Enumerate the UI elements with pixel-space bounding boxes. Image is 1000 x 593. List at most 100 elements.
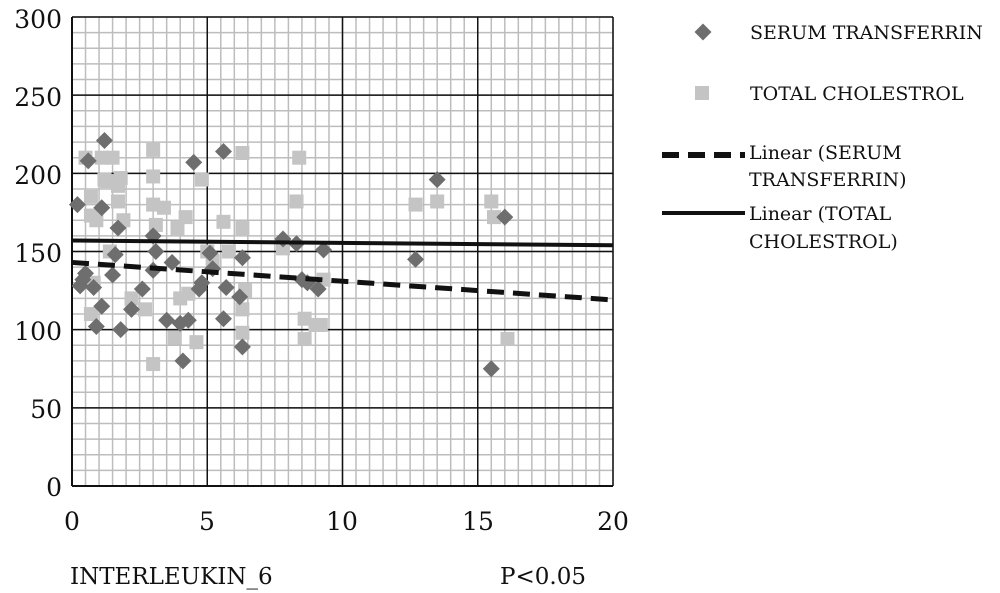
cholesterol-point [194, 172, 209, 187]
cholesterol-point [167, 330, 182, 345]
serum-transferrin-point [77, 264, 95, 282]
x-tick-labels: 0 5 10 15 20 [64, 507, 629, 536]
legend-label-cholesterol: TOTAL CHOLESTROL [750, 83, 964, 105]
serum-transferrin-point [87, 318, 105, 336]
legend: SERUM TRANSFERRIN TOTAL CHOLESTROL Linea… [662, 22, 983, 253]
y-tick-label: 150 [14, 239, 62, 268]
serum-transferrin-point [112, 321, 130, 339]
legend-label-serum: SERUM TRANSFERRIN [750, 22, 983, 44]
cholesterol-point [216, 214, 231, 229]
cholesterol-point [486, 210, 501, 225]
y-tick-label: 300 [14, 5, 62, 34]
cholesterol-point [105, 150, 120, 165]
cholesterol-point [297, 311, 312, 326]
cholesterol-point [189, 335, 204, 350]
x-tick-label: 0 [64, 507, 80, 536]
y-tick-label: 100 [14, 317, 62, 346]
serum-transferrin-point [185, 153, 203, 171]
serum-transferrin-point [109, 219, 127, 237]
serum-transferrin-point [93, 297, 111, 315]
cholesterol-point [297, 332, 312, 347]
cholesterol-point [124, 291, 139, 306]
cholesterol-point [178, 210, 193, 225]
serum-transferrin-point [407, 250, 425, 268]
cholesterol-point [235, 146, 250, 161]
serum-transferrin-point [214, 310, 232, 328]
trendline-serum-transferrin [71, 259, 614, 303]
y-tick-label: 50 [30, 395, 62, 424]
cholesterol-point [100, 174, 115, 189]
cholesterol-point [181, 286, 196, 301]
serum-transferrin-point [309, 280, 327, 298]
cholesterol-point [235, 221, 250, 236]
cholesterol-point [221, 244, 236, 259]
trendline-total-cholesterol [71, 238, 614, 248]
serum-transferrin-point [93, 199, 111, 217]
cholesterol-point [83, 307, 98, 322]
cholesterol-point [289, 194, 304, 209]
cholesterol-point [146, 142, 161, 157]
serum-transferrin-point [104, 266, 122, 284]
cholesterol-point [500, 332, 515, 347]
axes [71, 17, 613, 487]
cholesterol-point [89, 213, 104, 228]
serum-transferrin-point [233, 249, 251, 267]
cholesterol-point [275, 241, 290, 256]
serum-transferrin-point [163, 253, 181, 271]
cholesterol-point [113, 171, 128, 186]
serum-transferrin-point [95, 132, 113, 149]
cholesterol-point [138, 302, 153, 317]
cholesterol-point [94, 150, 109, 165]
y-tick-labels: 0 50 100 150 200 250 300 [14, 5, 62, 502]
cholesterol-point [156, 200, 171, 215]
serum-transferrin-point [217, 278, 235, 296]
legend-label-linear-serum: Linear (SERUM [749, 142, 902, 164]
cholesterol-point [235, 302, 250, 317]
data-points [68, 132, 515, 378]
cholesterol-point [146, 169, 161, 184]
serum-transferrin-point [214, 142, 232, 160]
y-tick-label: 250 [14, 83, 62, 112]
x-axis-label: INTERLEUKIN_6 [70, 564, 273, 590]
serum-transferrin-point [428, 171, 446, 189]
serum-transferrin-point [68, 196, 86, 214]
cholesterol-point [484, 194, 499, 209]
serum-transferrin-point [133, 280, 151, 298]
serum-transferrin-point [179, 311, 197, 329]
serum-transferrin-point [106, 246, 124, 264]
serum-transferrin-point [231, 288, 249, 306]
y-tick-label: 200 [14, 161, 62, 190]
significance-annotation: P<0.05 [500, 564, 586, 590]
serum-transferrin-point [158, 311, 176, 329]
legend-label-linear-serum-cont: TRANSFERRIN) [749, 169, 907, 191]
legend-diamond-marker [694, 23, 712, 41]
cholesterol-point [292, 150, 307, 165]
serum-transferrin-point [233, 338, 251, 356]
y-tick-label: 0 [46, 473, 62, 502]
legend-label-linear-cholesterol-cont: CHOLESTROL) [749, 231, 898, 253]
cholesterol-point [146, 357, 161, 372]
cholesterol-point [146, 197, 161, 212]
serum-transferrin-point [85, 278, 103, 296]
x-tick-label: 20 [597, 507, 629, 536]
serum-transferrin-point [482, 360, 500, 378]
cholesterol-point [83, 189, 98, 204]
legend-square-marker [695, 86, 709, 100]
cholesterol-point [313, 317, 328, 332]
serum-transferrin-point [201, 244, 219, 262]
trendlines [71, 238, 614, 303]
serum-transferrin-point [193, 274, 211, 292]
serum-transferrin-point [79, 152, 97, 170]
x-tick-label: 10 [326, 507, 358, 536]
cholesterol-point [110, 194, 125, 209]
legend-label-linear-cholesterol: Linear (TOTAL [749, 203, 892, 225]
serum-transferrin-point [174, 352, 192, 370]
serum-transferrin-point [147, 243, 165, 260]
cholesterol-point [430, 194, 445, 209]
cholesterol-point [170, 221, 185, 236]
serum-transferrin-point [315, 241, 333, 259]
x-tick-label: 15 [462, 507, 494, 536]
cholesterol-point [408, 197, 423, 212]
x-tick-label: 5 [199, 507, 215, 536]
